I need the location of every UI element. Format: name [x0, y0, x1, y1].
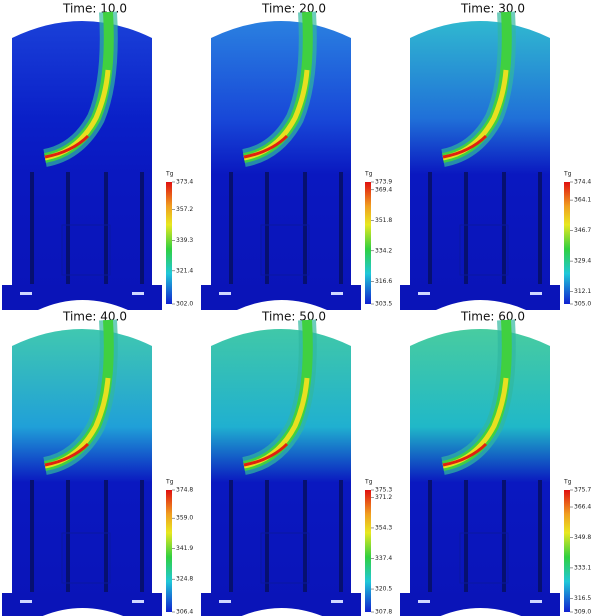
colorbar-tick-label: 307.8: [375, 609, 392, 616]
internal-rod: [66, 480, 70, 592]
colorbar-tick-label: 364.1: [574, 197, 591, 204]
internal-rod: [464, 480, 468, 592]
internal-rod: [140, 172, 144, 284]
internal-rod: [339, 172, 343, 284]
colorbar-tick-label: 366.4: [574, 504, 591, 511]
internal-rod: [104, 172, 108, 284]
colorbar-tick-label: 324.8: [176, 576, 193, 583]
colorbar-tick-label: 320.5: [375, 586, 392, 593]
panel: Time: 60.0 Tg375.7 366.4 349.8 333.1 316.5 309…: [400, 310, 591, 616]
colorbar-tick-label: 354.3: [375, 524, 392, 531]
internal-rod: [428, 172, 432, 284]
panel-title: Time: 10.0: [62, 2, 127, 16]
colorbar-tick-label: 351.8: [375, 217, 392, 224]
colorbar-tick-label: 369.4: [375, 186, 392, 193]
panel-title: Time: 20.0: [261, 2, 326, 16]
colorbar-tick-label: 375.3: [375, 487, 392, 494]
colorbar-tick-label: 329.4: [574, 258, 591, 265]
base-gap: [132, 292, 144, 295]
internal-rod: [30, 172, 34, 284]
panel-title: Time: 40.0: [62, 310, 127, 324]
base-gap: [132, 600, 144, 603]
internal-rod: [428, 480, 432, 592]
colorbar-tick-label: 309.0: [574, 609, 591, 616]
base-gap: [530, 292, 542, 295]
base-gap: [331, 600, 343, 603]
internal-rod: [303, 172, 307, 284]
panel-title: Time: 30.0: [460, 2, 525, 16]
colorbar-tick-label: 349.8: [574, 534, 591, 541]
panel-title: Time: 50.0: [261, 310, 326, 324]
colorbar-tick-label: 359.0: [176, 515, 193, 522]
internal-rod: [66, 172, 70, 284]
panel-title: Time: 60.0: [460, 310, 525, 324]
colorbar-tick-label: 305.0: [574, 301, 591, 308]
colorbar-tick-label: 321.4: [176, 267, 193, 274]
base-gap: [20, 600, 32, 603]
panel: Time: 40.0 Tg374.8 359.0 341.9 324.8 306.4: [2, 310, 193, 616]
colorbar-tick-label: 337.4: [375, 555, 392, 562]
colorbar-tick-label: 341.9: [176, 545, 193, 552]
colorbar-title: Tg: [563, 171, 572, 178]
screenshot: Time: 10.0Tg373.4357.2339.3321.4302.0Tim…: [0, 0, 597, 616]
colorbar-title: Tg: [165, 171, 174, 178]
internal-rod: [339, 480, 343, 592]
colorbar-tick-label: 333.1: [574, 564, 591, 571]
base-gap: [219, 292, 231, 295]
internal-rod: [303, 480, 307, 592]
internal-rod: [502, 480, 506, 592]
colorbar-tick-label: 339.3: [176, 237, 193, 244]
base-gap: [331, 292, 343, 295]
internal-rod: [104, 480, 108, 592]
colorbar-tick-label: 316.6: [375, 278, 392, 285]
internal-rod: [502, 172, 506, 284]
colorbar-tick-label: 373.4: [176, 179, 193, 186]
colorbar-title: Tg: [364, 171, 373, 178]
colorbar-tick-label: 303.5: [375, 301, 392, 308]
colorbar-tick-label: 374.8: [176, 487, 193, 494]
colorbar-tick-label: 306.4: [176, 609, 193, 616]
internal-rod: [265, 172, 269, 284]
colorbar: [564, 490, 570, 612]
internal-rod: [229, 480, 233, 592]
colorbar-tick-label: 312.1: [574, 288, 591, 295]
colorbar-tick-label: 375.7: [574, 487, 591, 494]
colorbar-tick-label: 346.7: [574, 227, 591, 234]
colorbar-title: Tg: [364, 479, 373, 486]
base-gap: [219, 600, 231, 603]
internal-rod: [30, 480, 34, 592]
colorbar-title: Tg: [165, 479, 174, 486]
internal-rod: [265, 480, 269, 592]
colorbar-tick-label: 373.9: [375, 179, 392, 186]
colorbar: [365, 182, 371, 304]
base-gap: [530, 600, 542, 603]
base-gap: [20, 292, 32, 295]
colorbar: [166, 182, 172, 304]
colorbar-tick-label: 371.2: [375, 494, 392, 501]
colorbar: [365, 490, 371, 612]
internal-rod: [464, 172, 468, 284]
colorbar-tick-label: 374.4: [574, 179, 591, 186]
colorbar: [166, 490, 172, 612]
internal-rod: [229, 172, 233, 284]
colorbar-tick-label: 334.2: [375, 247, 392, 254]
colorbar-tick-label: 357.2: [176, 206, 193, 213]
base-gap: [418, 292, 430, 295]
internal-rod: [538, 480, 542, 592]
base-gap: [418, 600, 430, 603]
internal-rod: [538, 172, 542, 284]
colorbar-tick-label: 316.5: [574, 595, 591, 602]
colorbar-tick-label: 302.0: [176, 301, 193, 308]
panel-grid: Time: 10.0Tg373.4357.2339.3321.4302.0Tim…: [0, 0, 597, 616]
internal-rod: [140, 480, 144, 592]
colorbar: [564, 182, 570, 304]
colorbar-title: Tg: [563, 479, 572, 486]
